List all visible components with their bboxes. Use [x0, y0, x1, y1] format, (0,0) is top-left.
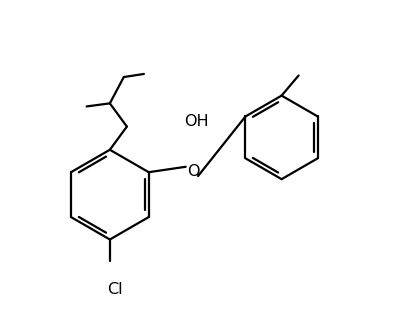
Text: OH: OH	[184, 114, 209, 129]
Text: Cl: Cl	[107, 282, 122, 296]
Text: O: O	[187, 164, 200, 179]
